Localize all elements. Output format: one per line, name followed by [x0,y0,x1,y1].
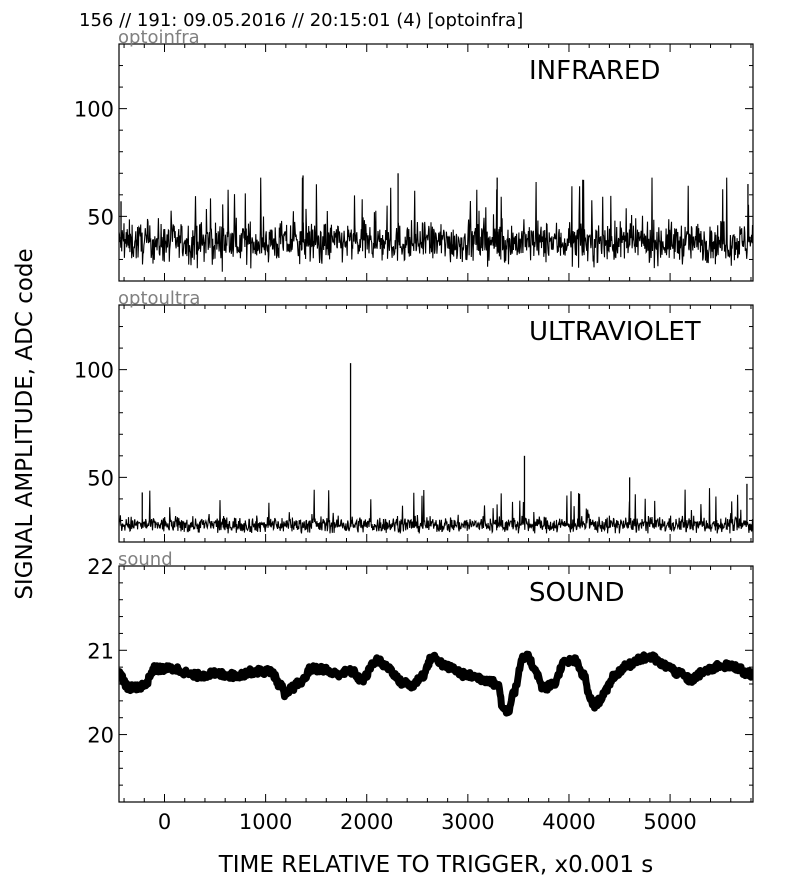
plot-frame [118,304,754,543]
panel-optoultra: 50 100 optoultra ULTRAVIOLET [74,288,754,543]
figure-header: 156 // 191: 09.05.2016 // 20:15:01 (4) [… [79,10,523,31]
data-series-optoultra [119,363,753,535]
x-tick-label: 3000 [441,810,494,834]
x-tick-label: 1000 [239,810,292,834]
plot-frame [118,565,754,803]
y-tick-label: 100 [74,359,114,383]
trace-line [119,488,753,535]
panel-title: ULTRAVIOLET [529,317,701,347]
y-tick-label: 50 [87,205,114,229]
channel-tag: optoinfra [118,27,200,48]
channel-tag: sound [118,549,173,570]
trace-band [119,650,753,717]
x-tick-label: 5000 [643,810,696,834]
plot-frame [118,43,754,282]
x-axis-label: TIME RELATIVE TO TRIGGER, x0.001 s [218,852,654,878]
x-tick-label: 0 [158,810,171,834]
panel-optoinfra: 50 100 optoinfra INFRARED [74,27,754,282]
y-tick-label: 20 [87,724,114,748]
x-tick-label: 2000 [340,810,393,834]
data-series-sound [119,650,753,717]
panel-sound: 0 1000 2000 3000 4000 5000 20 21 22 sound SOUND [87,549,754,834]
panel-title: INFRARED [529,56,660,86]
y-tick-label: 100 [74,98,114,122]
channel-tag: optoultra [118,288,200,309]
panel-title: SOUND [529,578,624,608]
y-tick-label: 22 [87,555,114,579]
trace-line [119,177,753,272]
panels: 50 100 optoinfra INFRARED 50 100 optoultra ULTR… [74,27,754,834]
y-tick-label: 21 [87,639,114,663]
y-tick-label: 50 [87,466,114,490]
y-axis-label: SIGNAL AMPLITUDE, ADC code [12,248,38,599]
data-series-optoinfra [119,173,753,272]
x-tick-label: 4000 [542,810,595,834]
